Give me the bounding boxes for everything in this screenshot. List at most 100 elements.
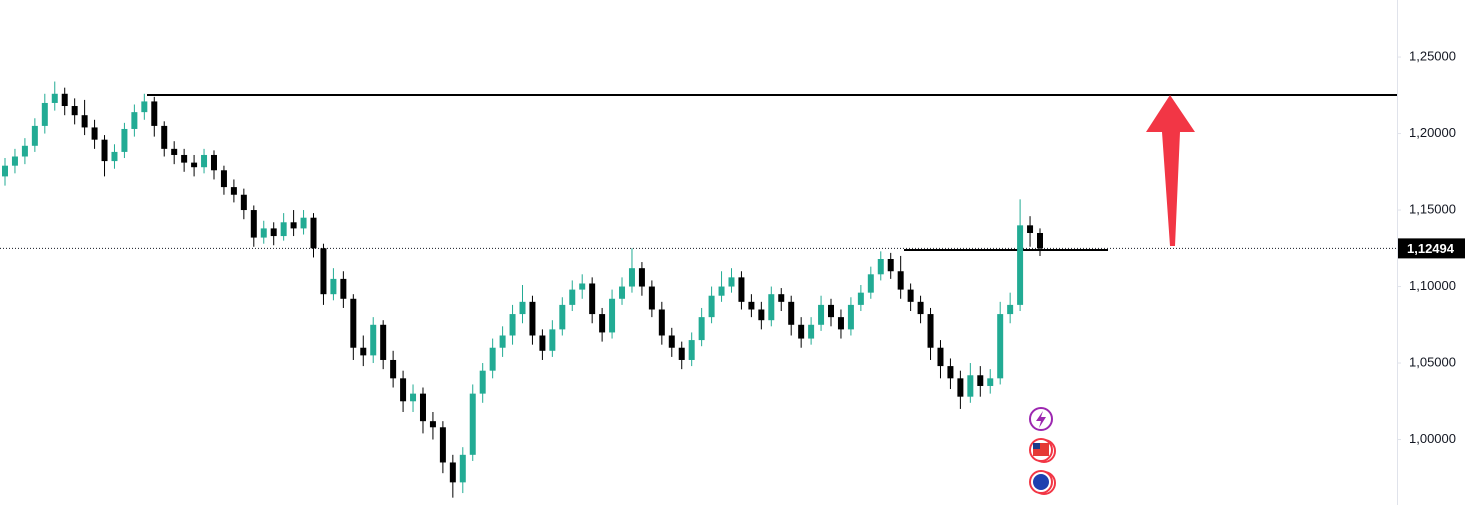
candle-body xyxy=(201,154,208,168)
candle-body xyxy=(111,151,118,162)
candle-body xyxy=(250,210,257,238)
candle-body xyxy=(589,283,596,315)
candle-body xyxy=(1037,232,1043,249)
candle-body xyxy=(31,125,38,146)
candle-body xyxy=(419,393,426,422)
y-tick-label: 1,15000 xyxy=(1409,201,1456,216)
candle-body xyxy=(71,106,78,116)
candle-body xyxy=(997,314,1004,379)
event-icons xyxy=(1029,407,1056,495)
flag-eu xyxy=(1033,474,1049,490)
candle-body xyxy=(648,286,655,310)
plot-area xyxy=(0,81,1397,498)
candle-body xyxy=(678,347,685,360)
candle-body xyxy=(370,324,377,356)
candle-body xyxy=(1007,304,1014,315)
candle-body xyxy=(987,378,994,386)
candle-body xyxy=(708,295,715,318)
y-tick-label: 1,05000 xyxy=(1409,354,1456,369)
candle-body xyxy=(539,335,546,351)
last-price-label: 1,12494 xyxy=(1407,241,1455,256)
candle-body xyxy=(360,347,367,356)
candle-body xyxy=(668,335,675,348)
y-tick-label: 1,25000 xyxy=(1409,49,1456,64)
candle-body xyxy=(2,165,8,177)
y-tick-label: 1,10000 xyxy=(1409,278,1456,293)
candle-body xyxy=(748,301,755,310)
candle-body xyxy=(867,274,874,293)
candle-body xyxy=(927,314,934,348)
candle-body xyxy=(390,359,397,379)
candle-body xyxy=(330,278,337,295)
candle-body xyxy=(131,112,138,129)
candle-body xyxy=(350,298,357,348)
candle-body xyxy=(61,93,68,107)
candle-body xyxy=(240,194,247,211)
candle-body xyxy=(857,292,864,305)
candle-body xyxy=(151,101,158,126)
candle-body xyxy=(619,286,626,299)
candle-body xyxy=(907,289,914,302)
candle-body xyxy=(51,93,58,103)
candle-body xyxy=(11,156,18,166)
candle-body xyxy=(788,301,795,325)
candle-body xyxy=(270,228,277,237)
y-tick-label: 1,00000 xyxy=(1409,431,1456,446)
candle-body xyxy=(310,217,317,249)
candle-body xyxy=(479,370,486,394)
candle-body xyxy=(967,375,974,397)
candle-body xyxy=(449,462,456,483)
candle-body xyxy=(260,228,267,238)
candle-body xyxy=(877,259,884,275)
candle-body xyxy=(380,324,387,360)
candle-body xyxy=(828,304,835,318)
candle-body xyxy=(101,139,108,162)
y-tick-label: 1,20000 xyxy=(1409,125,1456,140)
candle-body xyxy=(798,324,805,339)
candle-body xyxy=(300,217,307,229)
candle-body xyxy=(599,314,606,333)
candle-body xyxy=(628,268,635,287)
candle-body xyxy=(439,427,446,463)
candle-body xyxy=(81,115,88,128)
candle-body xyxy=(91,127,98,140)
candle-body xyxy=(320,248,327,295)
candle-body xyxy=(758,309,765,321)
candle-body xyxy=(559,304,566,330)
candle-body xyxy=(210,154,217,171)
candle-body xyxy=(459,454,466,483)
candle-body xyxy=(698,317,705,341)
candle-body xyxy=(280,222,287,237)
arrow-shape xyxy=(1146,95,1195,246)
candle-body xyxy=(887,259,894,272)
candle-body xyxy=(1017,225,1024,305)
candle-body xyxy=(847,304,854,330)
candle-body xyxy=(579,283,586,290)
candle-body xyxy=(609,298,616,333)
candle-body xyxy=(191,162,198,168)
candle-body xyxy=(171,148,178,155)
last-price-box xyxy=(1398,238,1465,259)
candle-body xyxy=(549,329,556,351)
candle-body xyxy=(569,289,576,305)
candle-body xyxy=(728,277,735,287)
candle-body xyxy=(688,340,695,360)
candle-body xyxy=(947,366,954,379)
candle-body xyxy=(181,154,188,163)
candle-body xyxy=(509,314,516,336)
candle-body xyxy=(529,301,536,336)
candle-body xyxy=(400,378,407,402)
candle-body xyxy=(230,187,237,195)
candle-body xyxy=(718,286,725,296)
candle-body xyxy=(429,421,436,428)
candle-body xyxy=(489,347,496,371)
candle-body xyxy=(1027,225,1034,233)
candle-body xyxy=(778,294,785,302)
candle-body xyxy=(937,347,944,367)
candle-body xyxy=(768,294,775,321)
candle-body xyxy=(808,324,815,339)
candle-body xyxy=(21,145,28,157)
candle-body xyxy=(638,268,645,287)
candle-body xyxy=(658,309,665,336)
event-icon-glyph xyxy=(1036,411,1046,428)
